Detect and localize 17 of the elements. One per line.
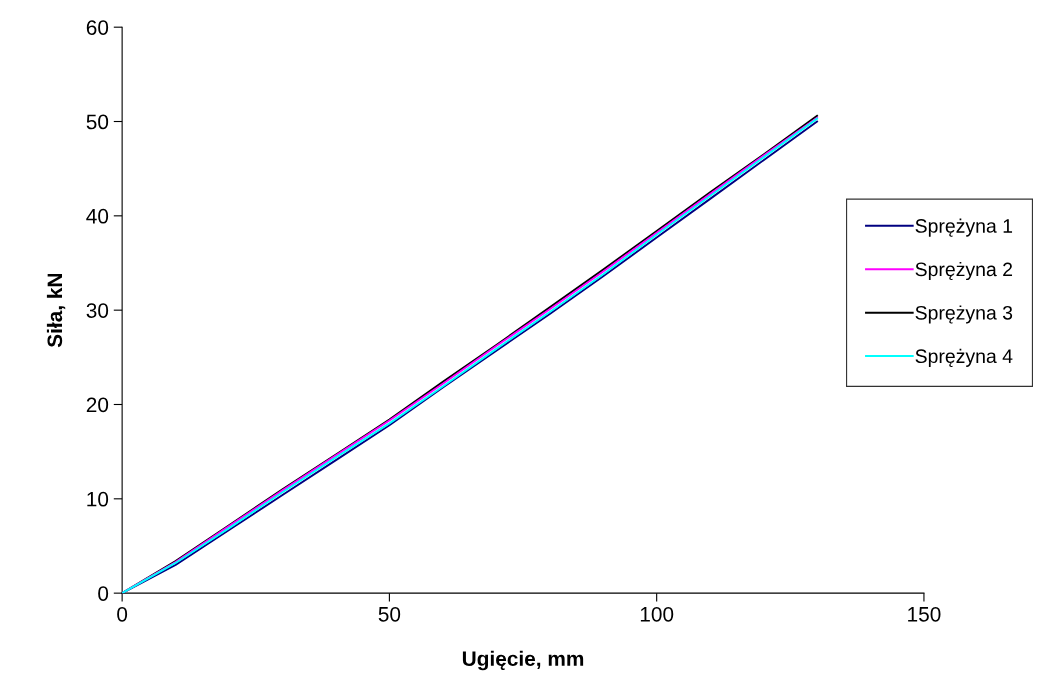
x-axis-title: Ugięcie, mm (462, 650, 584, 671)
x-tick-label: 50 (378, 606, 401, 622)
y-axis-title: Siła, kN (46, 273, 66, 348)
x-tick-label: 150 (908, 606, 941, 622)
legend-label: Sprężyna 1 (915, 218, 1013, 237)
y-tick-label: 60 (86, 20, 109, 35)
y-tick-label: 40 (86, 208, 109, 224)
x-tick-label: 0 (117, 606, 128, 622)
y-tick-label: 50 (86, 114, 109, 130)
y-tick-label: 30 (86, 303, 109, 318)
y-tick-label: 0 (98, 586, 109, 601)
y-tick-label: 20 (86, 397, 109, 413)
y-tick-label: 10 (87, 491, 109, 507)
legend-label: Sprężyna 3 (915, 305, 1013, 324)
legend-label: Sprężyna 4 (915, 348, 1013, 367)
legend-label: Sprężyna 2 (915, 261, 1013, 281)
x-tick-label: 100 (640, 606, 674, 622)
